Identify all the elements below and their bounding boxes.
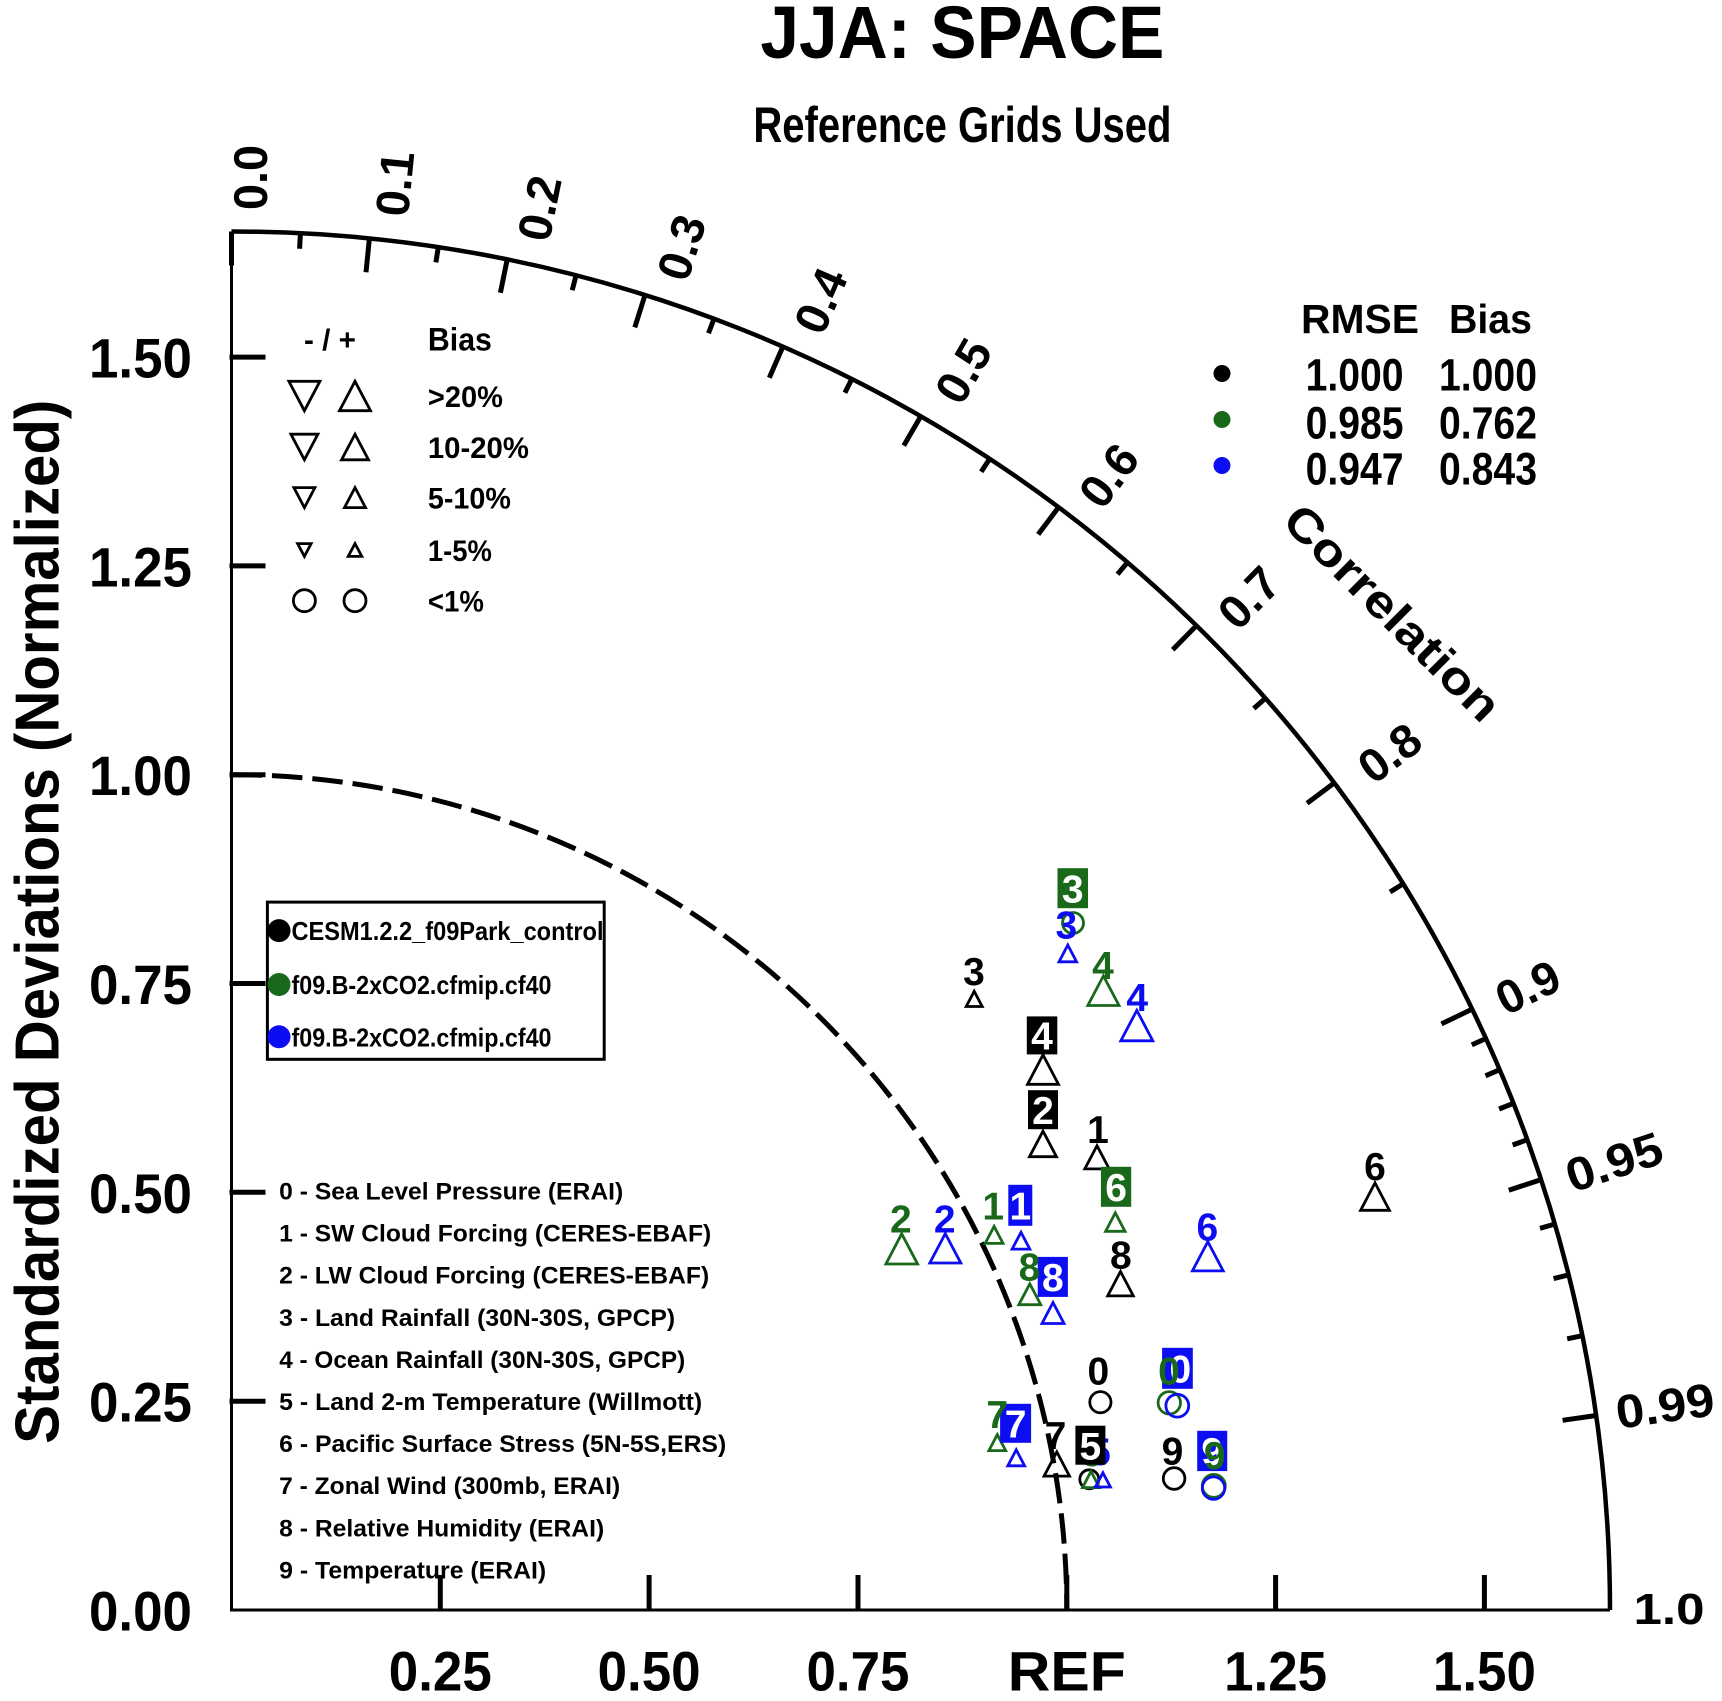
svg-text:8: 8 [1042,1257,1064,1300]
svg-text:1.50: 1.50 [1433,1639,1536,1696]
svg-text:JJA: SPACE: JJA: SPACE [760,0,1164,74]
svg-text:3: 3 [963,951,985,994]
svg-text:6: 6 [1364,1146,1386,1189]
svg-text:0: 0 [1088,1351,1110,1394]
svg-text:1: 1 [982,1186,1004,1229]
svg-text:1.25: 1.25 [89,535,192,598]
svg-text:- / +: - / + [304,324,356,357]
svg-text:0.762: 0.762 [1439,397,1537,448]
svg-text:0.00: 0.00 [89,1579,192,1642]
svg-text:4: 4 [1031,1016,1053,1059]
svg-text:5 - Land 2-m Temperature (Will: 5 - Land 2-m Temperature (Willmott) [279,1389,702,1416]
svg-text:0.25: 0.25 [89,1371,192,1434]
svg-text:9: 9 [1204,1435,1226,1478]
svg-text:7: 7 [986,1394,1008,1437]
svg-text:4: 4 [1092,945,1114,988]
svg-text:0.985: 0.985 [1306,397,1404,448]
svg-text:0.2: 0.2 [507,171,572,245]
svg-text:0.50: 0.50 [598,1639,701,1696]
svg-text:1 - SW Cloud Forcing (CERES-EB: 1 - SW Cloud Forcing (CERES-EBAF) [279,1221,711,1248]
svg-text:3: 3 [1056,905,1078,948]
svg-text:2: 2 [1032,1090,1054,1133]
svg-text:1.000: 1.000 [1306,349,1404,400]
svg-text:8: 8 [1019,1247,1041,1290]
svg-text:1.00: 1.00 [89,744,192,807]
svg-text:8: 8 [1110,1235,1132,1278]
svg-text:Reference Grids Used: Reference Grids Used [753,97,1171,153]
svg-text:2: 2 [934,1198,956,1241]
svg-text:0.947: 0.947 [1306,443,1404,494]
svg-text:Standardized Deviations (Norma: Standardized Deviations (Normalized) [4,400,73,1444]
svg-text:RMSE: RMSE [1301,296,1419,342]
svg-text:9: 9 [1201,1431,1223,1474]
svg-text:>20%: >20% [428,381,503,414]
svg-text:0.1: 0.1 [365,149,424,219]
svg-text:1.50: 1.50 [89,327,192,390]
svg-text:6 - Pacific Surface Stress (5N: 6 - Pacific Surface Stress (5N-5S,ERS) [279,1431,726,1458]
svg-text:f09.B-2xCO2.cfmip.cf40: f09.B-2xCO2.cfmip.cf40 [292,970,552,1000]
svg-text:1.0: 1.0 [1634,1585,1705,1634]
svg-text:0.0: 0.0 [224,145,277,210]
svg-text:2 - LW Cloud Forcing (CERES-EB: 2 - LW Cloud Forcing (CERES-EBAF) [279,1263,709,1290]
svg-text:3: 3 [1062,868,1084,911]
svg-text:REF: REF [1008,1639,1126,1696]
svg-text:4: 4 [1126,977,1148,1020]
svg-text:CESM1.2.2_f09Park_control: CESM1.2.2_f09Park_control [292,916,604,946]
svg-text:10-20%: 10-20% [428,432,529,465]
svg-text:0.75: 0.75 [89,953,192,1016]
svg-text:1: 1 [1009,1186,1031,1229]
svg-text:1: 1 [1087,1109,1109,1152]
svg-text:5: 5 [1080,1425,1102,1468]
svg-text:2: 2 [890,1199,912,1242]
svg-text:9 - Temperature (ERAI): 9 - Temperature (ERAI) [279,1557,546,1584]
svg-text:0.50: 0.50 [89,1162,192,1225]
svg-text:4 - Ocean Rainfall (30N-30S, G: 4 - Ocean Rainfall (30N-30S, GPCP) [279,1347,685,1374]
svg-text:0.843: 0.843 [1439,443,1537,494]
svg-text:7 - Zonal Wind (300mb, ERAI): 7 - Zonal Wind (300mb, ERAI) [279,1473,620,1500]
svg-text:Bias: Bias [428,322,492,358]
svg-text:1.000: 1.000 [1439,349,1537,400]
svg-text:0: 0 [1158,1351,1180,1394]
svg-text:0.25: 0.25 [389,1639,492,1696]
svg-text:8 - Relative Humidity (ERAI): 8 - Relative Humidity (ERAI) [279,1515,604,1542]
svg-text:7: 7 [1005,1404,1027,1447]
svg-text:Bias: Bias [1449,296,1532,342]
svg-text:3 - Land Rainfall (30N-30S, GP: 3 - Land Rainfall (30N-30S, GPCP) [279,1305,675,1332]
svg-text:7: 7 [1045,1415,1067,1458]
svg-text:0.75: 0.75 [807,1639,910,1696]
svg-text:6: 6 [1196,1206,1218,1249]
svg-text:0: 0 [1170,1349,1192,1392]
svg-text:1.25: 1.25 [1224,1639,1327,1696]
svg-text:0 - Sea Level Pressure (ERAI): 0 - Sea Level Pressure (ERAI) [279,1179,623,1206]
svg-text:5-10%: 5-10% [428,483,511,516]
svg-text:9: 9 [1162,1431,1184,1474]
svg-text:6: 6 [1105,1167,1127,1210]
svg-text:1-5%: 1-5% [428,535,492,568]
svg-text:f09.B-2xCO2.cfmip.cf40: f09.B-2xCO2.cfmip.cf40 [292,1022,552,1052]
svg-text:<1%: <1% [428,586,484,619]
